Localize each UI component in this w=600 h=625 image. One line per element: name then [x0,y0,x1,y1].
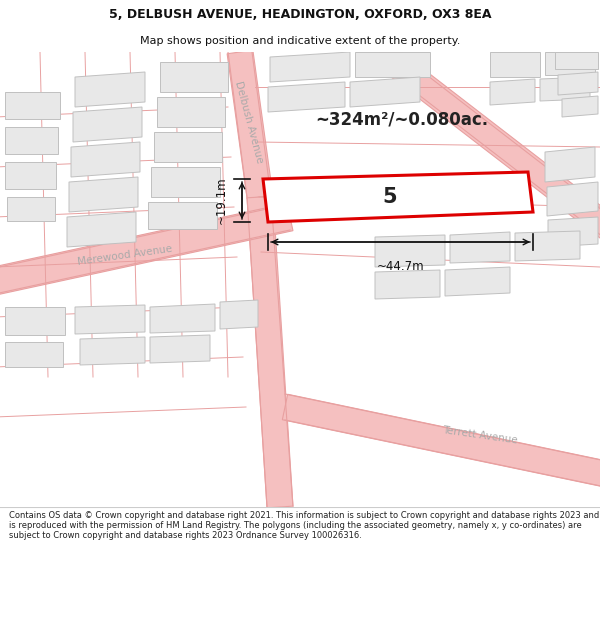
Text: Contains OS data © Crown copyright and database right 2021. This information is : Contains OS data © Crown copyright and d… [9,511,599,541]
Polygon shape [375,235,445,267]
Polygon shape [490,79,535,105]
Polygon shape [548,217,598,247]
Polygon shape [227,50,273,199]
Polygon shape [545,147,595,182]
Polygon shape [540,77,590,101]
Polygon shape [148,202,217,229]
Polygon shape [150,304,215,333]
Polygon shape [558,72,598,95]
Text: ~44.7m: ~44.7m [377,260,424,273]
Polygon shape [71,142,140,177]
Text: Delbush Avenue: Delbush Avenue [233,80,265,164]
Text: 5, DELBUSH AVENUE, HEADINGTON, OXFORD, OX3 8EA: 5, DELBUSH AVENUE, HEADINGTON, OXFORD, O… [109,8,491,21]
Text: ~324m²/~0.080ac.: ~324m²/~0.080ac. [315,110,488,128]
Polygon shape [220,300,258,329]
Polygon shape [490,52,540,77]
Polygon shape [160,62,228,92]
Polygon shape [515,231,580,261]
Text: 5: 5 [383,187,397,207]
Polygon shape [5,307,65,335]
Polygon shape [7,197,55,221]
Polygon shape [80,337,145,365]
Polygon shape [555,52,598,69]
Polygon shape [450,232,510,263]
Polygon shape [157,97,225,127]
Polygon shape [5,342,63,367]
Polygon shape [547,182,598,216]
Text: ~19.1m: ~19.1m [215,177,228,224]
Polygon shape [151,167,220,197]
Polygon shape [67,212,136,247]
Polygon shape [545,52,595,75]
Polygon shape [0,203,293,296]
Polygon shape [263,172,533,222]
Polygon shape [268,82,345,112]
Polygon shape [355,52,430,77]
Polygon shape [247,196,293,508]
Polygon shape [445,267,510,296]
Polygon shape [69,177,138,212]
Polygon shape [73,107,142,142]
Text: Terrett Avenue: Terrett Avenue [442,425,518,445]
Polygon shape [270,52,350,82]
Polygon shape [150,335,210,363]
Polygon shape [75,72,145,107]
Polygon shape [5,127,58,154]
Polygon shape [372,42,600,248]
Polygon shape [5,92,60,119]
Text: Merewood Avenue: Merewood Avenue [77,243,173,267]
Polygon shape [375,270,440,299]
Polygon shape [562,96,598,117]
Text: Map shows position and indicative extent of the property.: Map shows position and indicative extent… [140,36,460,46]
Polygon shape [5,162,56,189]
Polygon shape [283,394,600,490]
Polygon shape [75,305,145,334]
Polygon shape [350,77,420,107]
Polygon shape [154,132,222,162]
